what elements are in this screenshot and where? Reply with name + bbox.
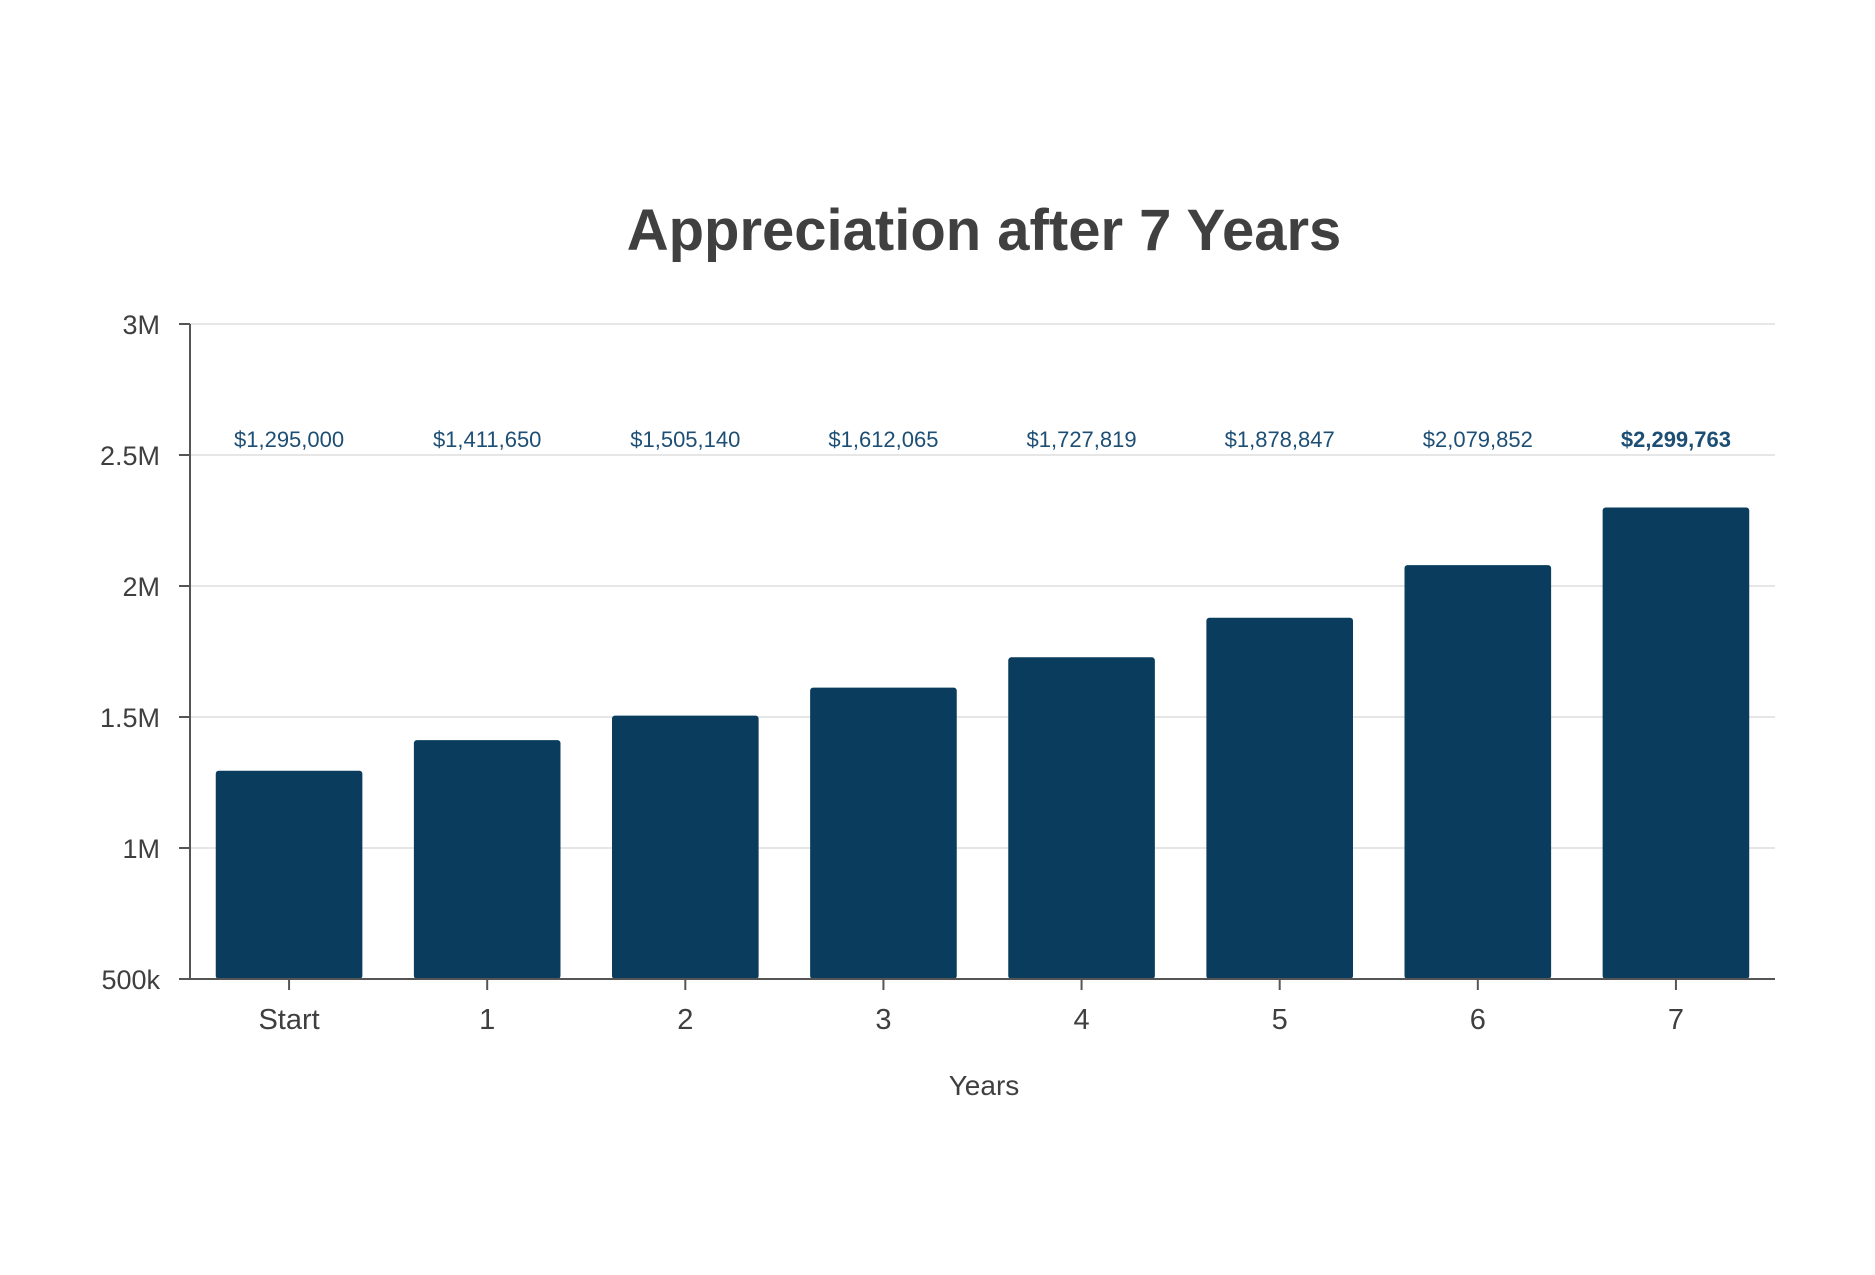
data-label: $2,299,763 (1621, 427, 1731, 452)
data-label: $1,411,650 (433, 427, 541, 452)
data-label: $1,727,819 (1027, 427, 1137, 452)
data-label: $1,505,140 (630, 427, 740, 452)
x-axis-ticks: Start 1 2 3 4 5 6 7 (258, 979, 1684, 1036)
data-label: $1,295,000 (234, 427, 344, 452)
x-tick-label: 5 (1272, 1004, 1288, 1036)
y-tick-label: 500k (101, 965, 160, 995)
x-axis-title: Years (949, 1070, 1020, 1101)
bar (1008, 657, 1155, 979)
x-tick-label: 3 (875, 1004, 891, 1036)
axes (179, 324, 1775, 980)
x-tick-label: 2 (677, 1004, 693, 1036)
bar (1206, 617, 1353, 979)
data-labels: $1,295,000 $1,411,650 $1,505,140 $1,612,065… (234, 427, 1731, 452)
bars (215, 507, 1750, 979)
bar (810, 687, 957, 979)
x-tick-label: 4 (1073, 1004, 1089, 1036)
y-tick-label: 2M (122, 572, 160, 602)
data-label: $2,079,852 (1423, 427, 1533, 452)
x-tick-label: 1 (479, 1004, 495, 1036)
data-label: $1,612,065 (828, 427, 938, 452)
x-tick-label: 7 (1668, 1004, 1684, 1036)
x-tick-label: 6 (1470, 1004, 1486, 1036)
bar (1404, 565, 1552, 979)
bar (215, 770, 363, 979)
bar (1602, 507, 1750, 979)
y-tick-label: 2.5M (100, 441, 160, 471)
y-tick-label: 1.5M (100, 703, 160, 733)
y-tick-label: 3M (122, 310, 160, 340)
bar (413, 740, 561, 979)
y-tick-label: 1M (122, 834, 160, 864)
data-label: $1,878,847 (1225, 427, 1335, 452)
x-tick-label: Start (258, 1004, 319, 1036)
y-axis-ticks: 500k 1M 1.5M 2M 2.5M 3M (100, 310, 190, 995)
bar (612, 715, 759, 979)
chart-title: Appreciation after 7 Years (627, 198, 1342, 263)
